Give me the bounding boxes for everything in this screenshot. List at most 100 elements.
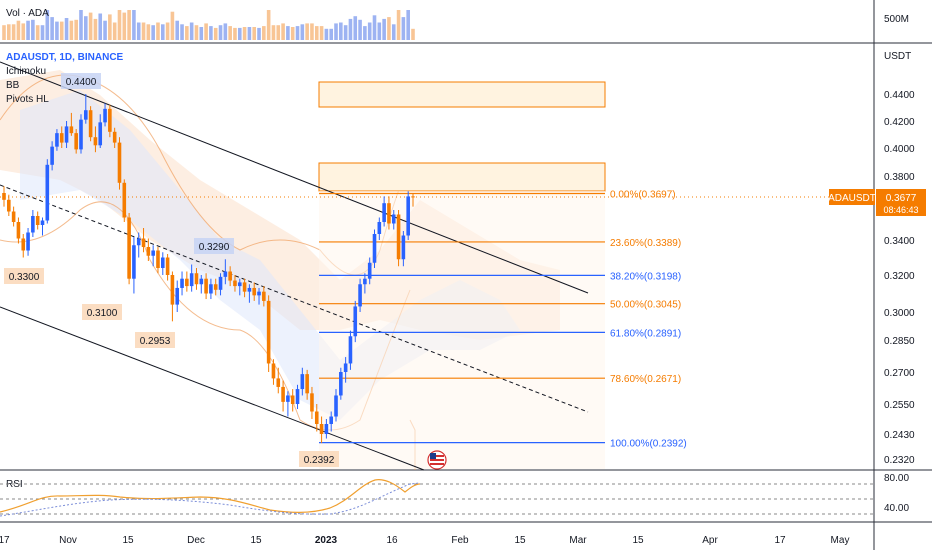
- candle-body: [319, 424, 324, 434]
- candle-body: [108, 108, 112, 132]
- candle: [156, 247, 160, 274]
- symbol-legend[interactable]: ADAUSDT, 1D, BINANCE: [6, 52, 124, 63]
- candle: [2, 186, 6, 207]
- volume-bar: [151, 25, 155, 40]
- volume-bar: [237, 27, 242, 40]
- pivot-label: 0.3100: [87, 308, 118, 319]
- candle-body: [209, 284, 213, 294]
- candle: [343, 357, 348, 383]
- candle-body: [69, 126, 74, 134]
- fib-level-label: 38.20%(0.3198): [610, 271, 681, 282]
- candle-body: [98, 122, 103, 146]
- candle: [132, 237, 136, 294]
- candle: [180, 271, 184, 296]
- candle: [363, 273, 367, 294]
- candle-body: [237, 282, 242, 287]
- volume-bar: [348, 18, 353, 40]
- svg-text:ADAUSDT: ADAUSDT: [828, 193, 876, 204]
- resistance-zone-upper[interactable]: [318, 81, 606, 108]
- volume-bar: [329, 28, 333, 40]
- candle-body: [233, 280, 237, 287]
- resistance-zone-lower[interactable]: [318, 162, 606, 192]
- volume-bar: [132, 10, 136, 40]
- us-flag-event-icon[interactable]: [427, 450, 447, 470]
- candle: [79, 114, 83, 154]
- volume-bar: [26, 20, 30, 40]
- channel-upper-line[interactable]: [0, 61, 589, 294]
- candle-body: [45, 164, 50, 221]
- candle: [237, 278, 242, 296]
- volume-bar: [40, 25, 45, 40]
- candle: [189, 264, 194, 292]
- candle-body: [84, 110, 88, 120]
- volume-bar: [69, 20, 74, 40]
- volume-bar: [55, 21, 59, 40]
- volume-bar: [377, 22, 382, 40]
- candle: [93, 126, 98, 153]
- price-ticks: 0.44000.42000.40000.38000.36000.34000.32…: [884, 90, 915, 466]
- volume-bar: [146, 24, 151, 40]
- candle-body: [40, 220, 45, 225]
- volume-legend[interactable]: Vol · ADA: [6, 8, 49, 19]
- candle-body: [189, 273, 194, 287]
- candle: [372, 229, 377, 268]
- candle-body: [35, 216, 40, 225]
- volume-bar: [411, 28, 415, 40]
- candle: [348, 330, 353, 370]
- candle: [74, 129, 78, 154]
- candle-body: [276, 378, 281, 387]
- volume-bar: [300, 24, 305, 40]
- volume-bar: [16, 20, 21, 40]
- candle-body: [64, 126, 69, 143]
- indicator-pivots-hl[interactable]: Pivots HL: [6, 94, 49, 105]
- rsi-line: [0, 479, 421, 513]
- candle: [314, 404, 319, 432]
- volume-bar: [233, 27, 237, 40]
- channel-mid-line[interactable]: [0, 184, 589, 413]
- candle-body: [247, 287, 252, 292]
- indicator-ichimoku[interactable]: Ichimoku: [6, 66, 46, 77]
- candle: [103, 103, 107, 127]
- volume-bar: [247, 27, 252, 40]
- candle: [396, 210, 401, 267]
- fibonacci-retracement[interactable]: 0.00%(0.3697) 23.60%(0.3389) 38.20%(0.3198…: [319, 190, 687, 450]
- volume-bar: [31, 19, 35, 40]
- volume-bar: [343, 25, 348, 40]
- volume-bar: [324, 28, 329, 40]
- candle: [295, 384, 300, 409]
- time-tick: 17: [774, 535, 786, 546]
- volume-bar: [74, 19, 78, 40]
- candle-body: [185, 278, 189, 287]
- volume-bar: [98, 13, 103, 40]
- volume-bar: [103, 20, 107, 40]
- volume-bar: [79, 10, 83, 40]
- candle: [45, 159, 50, 224]
- volume-bar: [93, 18, 98, 40]
- volume-bar: [204, 23, 208, 40]
- candle-body: [305, 374, 309, 394]
- volume-bar: [175, 20, 180, 40]
- price-tick: 0.4400: [884, 90, 915, 101]
- fib-level-label: 23.60%(0.3389): [610, 238, 681, 249]
- candle-body: [382, 203, 386, 222]
- last-price-value: 0.3677: [886, 193, 917, 204]
- candle: [21, 234, 26, 258]
- candle-body: [16, 222, 21, 239]
- candle-body: [50, 146, 54, 165]
- candle-body: [286, 395, 290, 402]
- candle: [88, 106, 93, 142]
- candle: [281, 380, 285, 412]
- candle: [160, 252, 165, 275]
- volume-bar: [7, 24, 11, 40]
- candle-body: [358, 284, 362, 307]
- pivot-label: 0.4400: [66, 77, 97, 88]
- volume-bar: [136, 22, 141, 40]
- indicator-bb[interactable]: BB: [6, 80, 20, 91]
- candle: [69, 112, 74, 136]
- time-tick: 17: [0, 535, 10, 546]
- candle: [377, 217, 382, 240]
- volume-bar: [185, 26, 189, 40]
- volume-bar: [209, 26, 213, 40]
- volume-bar: [396, 10, 401, 40]
